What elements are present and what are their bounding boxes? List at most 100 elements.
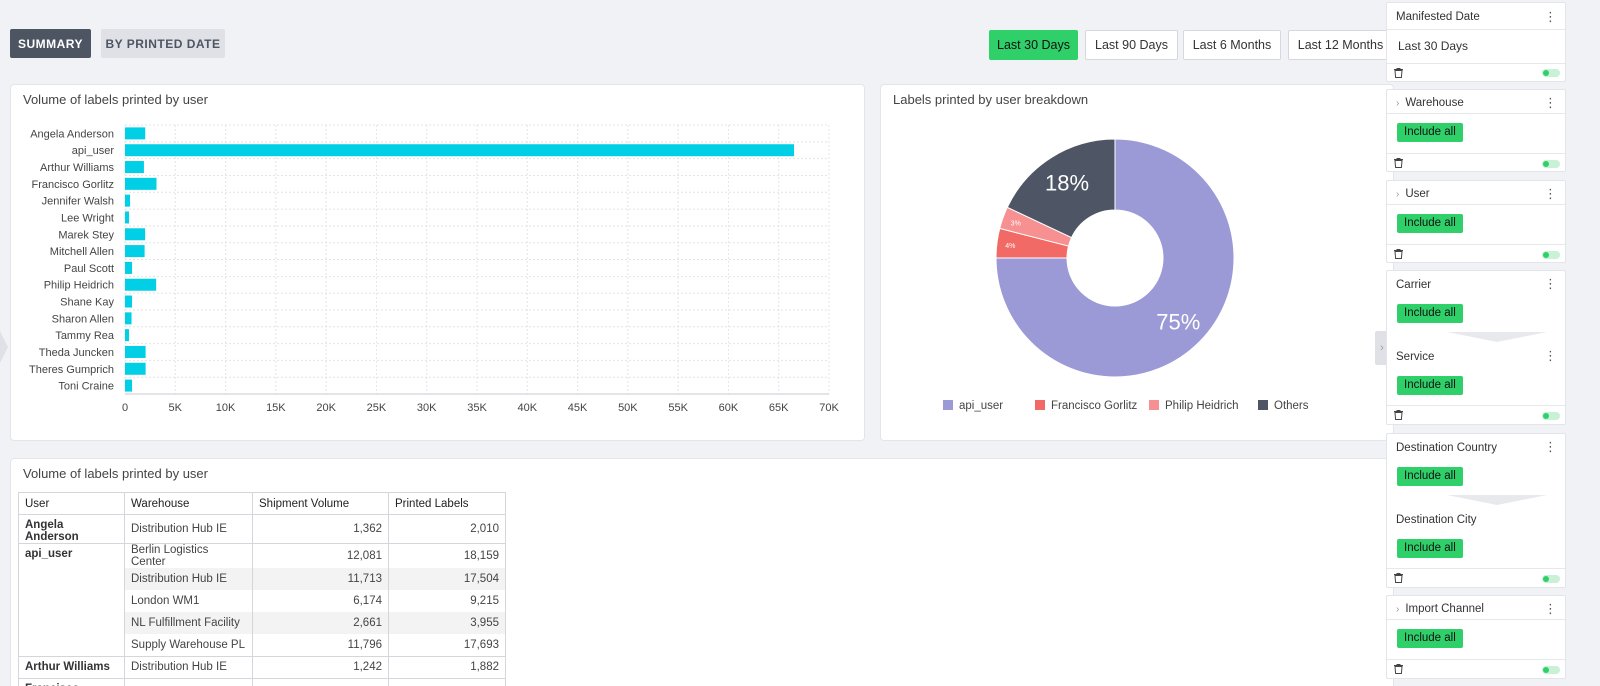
more-vertical-icon[interactable]: ⋮: [1544, 9, 1557, 24]
bar[interactable]: [125, 278, 157, 291]
y-tick-label: Philip Heidrich: [44, 280, 114, 292]
more-vertical-icon[interactable]: ⋮: [1544, 601, 1557, 616]
summary-tab[interactable]: SUMMARY: [10, 29, 91, 58]
x-tick-label: 30K: [417, 402, 437, 414]
trash-icon[interactable]: [1394, 410, 1403, 420]
range-last-6-months-button[interactable]: Last 6 Months: [1183, 30, 1281, 60]
include-all-button[interactable]: Include all: [1397, 123, 1463, 142]
filter-title: Manifested Date: [1396, 11, 1480, 23]
filter-title-service[interactable]: Service: [1396, 351, 1435, 363]
table-row: api_user Berlin Logistics Center 12,081 18,…: [18, 543, 506, 657]
pie-slice[interactable]: [995, 138, 1235, 378]
table-row: NL Fulfillment Facility 2,661 3,955: [19, 612, 506, 634]
range-last-90-days-button[interactable]: Last 90 Days: [1085, 30, 1178, 60]
filter-toggle[interactable]: [1542, 412, 1560, 420]
bar[interactable]: [125, 144, 795, 157]
trash-icon[interactable]: [1394, 68, 1403, 78]
cell-warehouse: Distribution Hub IE: [124, 656, 253, 679]
table-row: Arthur Williams Distribution Hub IE 1,242 1…: [18, 656, 506, 679]
bar[interactable]: [125, 228, 146, 241]
legend-label[interactable]: Philip Heidrich: [1165, 400, 1239, 412]
pie-chart-title: Labels printed by user breakdown: [893, 92, 1089, 107]
range-last-12-months-button[interactable]: Last 12 Months: [1288, 30, 1393, 60]
filter-toggle[interactable]: [1542, 69, 1560, 77]
range-last-30-days-button[interactable]: Last 30 Days: [989, 30, 1078, 60]
include-all-button[interactable]: Include all: [1397, 539, 1463, 558]
pie-slice[interactable]: [1006, 138, 1116, 239]
filter-toggle[interactable]: [1542, 251, 1560, 259]
trash-icon[interactable]: [1394, 249, 1403, 259]
more-vertical-icon[interactable]: ⋮: [1544, 276, 1557, 291]
filter-title-destination-country[interactable]: Destination Country: [1396, 442, 1497, 454]
more-vertical-icon[interactable]: ⋮: [1544, 439, 1557, 454]
col-header-shipment-volume[interactable]: Shipment Volume: [252, 492, 389, 515]
cell-printed-labels: 17,504: [388, 568, 506, 590]
include-all-button[interactable]: Include all: [1397, 629, 1463, 648]
filter-title-label: User: [1405, 188, 1430, 200]
more-vertical-icon[interactable]: ⋮: [1544, 95, 1557, 110]
x-tick-label: 5K: [169, 402, 183, 414]
include-all-button[interactable]: Include all: [1397, 304, 1463, 323]
legend-swatch: [1035, 400, 1045, 410]
cell-shipment-volume: 1,242: [252, 656, 389, 679]
bar[interactable]: [125, 127, 146, 140]
filter-title-destination-city[interactable]: Destination City: [1396, 514, 1477, 526]
bar[interactable]: [125, 362, 146, 375]
bar[interactable]: [125, 161, 144, 174]
cell-warehouse: Berlin Logistics Center: [124, 543, 253, 568]
table-title: Volume of labels printed by user: [23, 466, 208, 481]
bar[interactable]: [125, 211, 130, 224]
legend-label[interactable]: api_user: [959, 400, 1003, 412]
x-tick-label: 25K: [367, 402, 387, 414]
filter-toggle[interactable]: [1542, 160, 1560, 168]
filter-value[interactable]: Last 30 Days: [1398, 39, 1469, 53]
cell-user: Arthur Williams: [18, 656, 125, 679]
bar[interactable]: [125, 295, 133, 308]
filter-manifested-date: Manifested Date ⋮ Last 30 Days: [1386, 2, 1566, 82]
filter-title[interactable]: › Import Channel: [1396, 603, 1484, 615]
y-tick-label: Toni Craine: [58, 381, 114, 393]
sidebar-collapse-chevron-icon[interactable]: ›: [1375, 331, 1389, 365]
pie-slice-label: 4%: [1005, 243, 1015, 250]
filter-toggle[interactable]: [1542, 666, 1560, 674]
col-header-warehouse[interactable]: Warehouse: [124, 492, 253, 515]
trash-icon[interactable]: [1394, 158, 1403, 168]
col-header-user[interactable]: User: [18, 492, 125, 515]
filter-warehouse: › Warehouse ⋮ Include all: [1386, 89, 1566, 172]
bar[interactable]: [125, 261, 133, 274]
bar[interactable]: [125, 177, 157, 190]
bar[interactable]: [125, 329, 130, 342]
legend-swatch: [1149, 400, 1159, 410]
more-vertical-icon[interactable]: ⋮: [1544, 348, 1557, 363]
trash-icon[interactable]: [1394, 573, 1403, 583]
chevron-right-icon: ›: [1396, 98, 1400, 109]
filter-title-label: Warehouse: [1405, 97, 1464, 109]
filter-title[interactable]: › User: [1396, 188, 1430, 200]
bar[interactable]: [125, 379, 133, 392]
legend-label[interactable]: Others: [1274, 400, 1309, 412]
y-tick-label: Paul Scott: [64, 263, 114, 275]
y-tick-label: Jennifer Walsh: [42, 196, 114, 208]
legend-label[interactable]: Francisco Gorlitz: [1051, 400, 1138, 412]
bar[interactable]: [125, 194, 131, 207]
x-tick-label: 20K: [316, 402, 336, 414]
bar[interactable]: [125, 312, 132, 325]
collapse-left-arrow-icon[interactable]: [0, 331, 8, 363]
pie-chart-card: Labels printed by user breakdown 75% 4% 3%…: [880, 84, 1394, 441]
col-header-printed-labels[interactable]: Printed Labels: [388, 492, 506, 515]
include-all-button[interactable]: Include all: [1397, 214, 1463, 233]
bar-chart-title: Volume of labels printed by user: [23, 92, 208, 107]
include-all-button[interactable]: Include all: [1397, 376, 1463, 395]
filter-title[interactable]: › Warehouse: [1396, 97, 1464, 109]
filter-title-carrier[interactable]: Carrier: [1396, 279, 1432, 291]
include-all-button[interactable]: Include all: [1397, 467, 1463, 486]
by-printed-date-tab[interactable]: BY PRINTED DATE: [101, 29, 225, 58]
bar[interactable]: [125, 245, 145, 258]
y-tick-label: Marek Stey: [58, 229, 114, 241]
x-tick-label: 55K: [668, 402, 688, 414]
more-vertical-icon[interactable]: ⋮: [1544, 186, 1557, 201]
filter-toggle[interactable]: [1542, 575, 1560, 583]
trash-icon[interactable]: [1394, 664, 1403, 674]
bar[interactable]: [125, 345, 146, 358]
pie-slice-label: 3%: [1011, 220, 1021, 227]
